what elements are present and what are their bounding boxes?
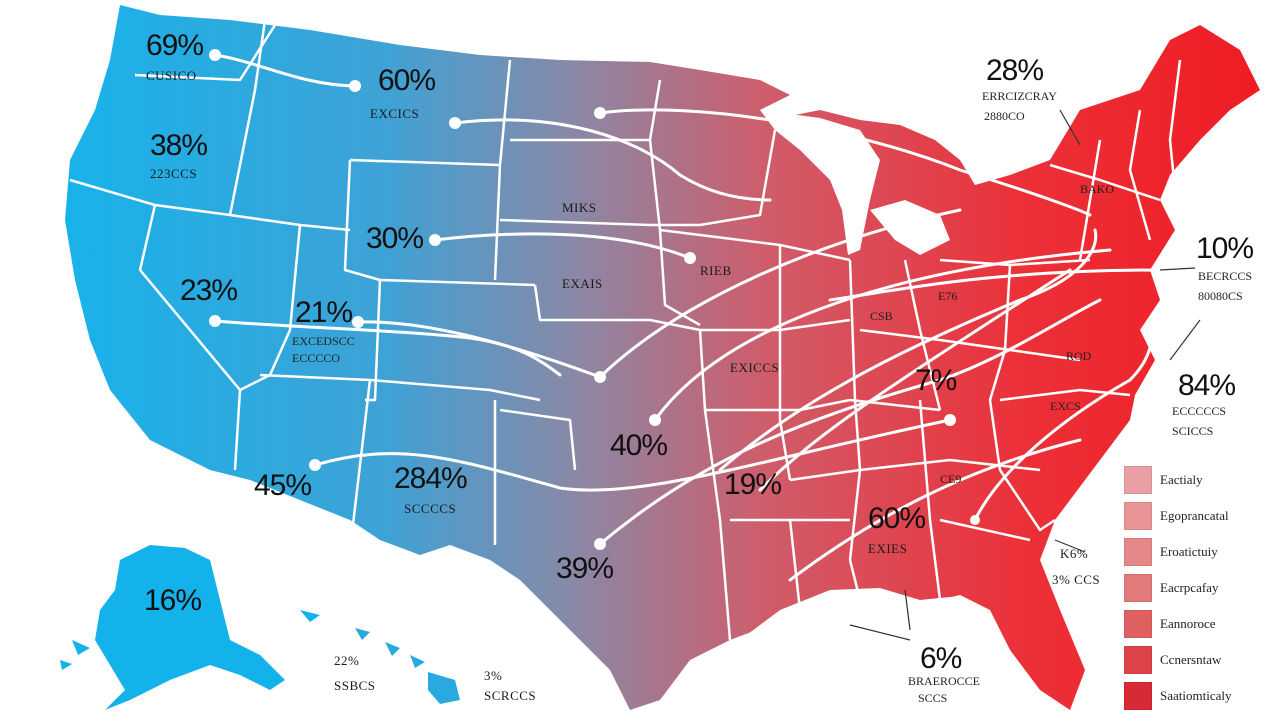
label-hawaii-sub: SSBCS	[334, 678, 376, 693]
legend-label: Eacrpcafay	[1160, 580, 1219, 595]
label-kentucky-pct: 7%	[915, 364, 957, 397]
label-iowa: RIEB	[700, 263, 732, 278]
legend-swatch	[1124, 646, 1152, 674]
label-texas-pct: 39%	[556, 552, 613, 585]
label-alabama-sub: EXIES	[868, 541, 907, 556]
state-borders	[69, 19, 1182, 641]
label-ohio: E76	[938, 289, 957, 303]
label-maryland: ROD	[1066, 349, 1092, 363]
alaska-shape	[95, 545, 285, 710]
legend-item: Saatiomticaly	[1124, 678, 1274, 714]
label-maine-sub: ERRCIZCRAY	[982, 89, 1057, 103]
legend-label: Saatiomticaly	[1160, 688, 1232, 703]
label-missouri: EXICCS	[730, 360, 779, 375]
great-lakes	[760, 110, 950, 255]
legend-label: Eactialy	[1160, 472, 1203, 487]
pointer-lines	[213, 53, 1162, 582]
leader-lines	[849, 109, 1201, 641]
label-new-york-sub: BECRCCS	[1198, 269, 1252, 283]
label-washington-sub: CUSICO	[146, 68, 197, 83]
legend-swatch	[1124, 574, 1152, 602]
label-utah-pct: 21%	[295, 296, 352, 329]
label-vermont: BAKO	[1080, 182, 1114, 196]
legend-swatch	[1124, 682, 1152, 710]
legend-label: Ccnersntaw	[1160, 652, 1222, 667]
legend-label: Eroatictuiy	[1160, 544, 1218, 559]
label-wyoming-pct: 30%	[366, 222, 423, 255]
label-tennessee: CE9	[940, 472, 961, 486]
label-new-york-pct: 10%	[1196, 232, 1253, 265]
label-alabama-pct: 60%	[868, 502, 925, 535]
label-alaska-pct: 16%	[144, 584, 201, 617]
label-arizona-pct: 45%	[254, 469, 311, 502]
label-georgia-sub: 3% CCS	[1052, 572, 1100, 587]
label-arkansas-pct: 19%	[724, 468, 781, 501]
label-north-dakota: MIKS	[562, 200, 597, 215]
legend-swatch	[1124, 502, 1152, 530]
legend-label: Egoprancatal	[1160, 508, 1229, 523]
label-montana-pct: 60%	[378, 64, 435, 97]
label-louisiana-pct: 6%	[920, 642, 962, 675]
label-louisiana-sub: BRAEROCCE	[908, 674, 980, 688]
label-gulf-sub: SCRCCS	[484, 688, 536, 703]
map-labels: 69% CUSICO 60% EXCICS 28% ERRCIZCRAY 288…	[144, 29, 1254, 705]
label-north-carolina: EXCS	[1050, 399, 1081, 413]
legend-item: Egoprancatal	[1124, 498, 1274, 534]
legend-label: Eannoroce	[1160, 616, 1216, 631]
legend-swatch	[1124, 610, 1152, 638]
pointer-dots	[209, 49, 980, 550]
label-virginia-sub: ECCCCCS	[1172, 404, 1226, 418]
label-maine-pct: 28%	[986, 54, 1043, 87]
legend-item: Eacrpcafay	[1124, 570, 1274, 606]
gulf-water	[640, 588, 1060, 720]
legend-swatch	[1124, 538, 1152, 566]
contiguous-us-shape	[65, 5, 1260, 710]
legend: Eactialy Egoprancatal Eroatictuiy Eacrpcafa…	[1124, 462, 1274, 714]
label-utah-sub2: ECCCCO	[292, 351, 340, 365]
label-oregon-sub: 223CCS	[150, 166, 197, 181]
legend-item: Eroatictuiy	[1124, 534, 1274, 570]
legend-item: Eannoroce	[1124, 606, 1274, 642]
label-nevada-pct: 23%	[180, 274, 237, 307]
label-new-mexico-sub: SCCCCS	[404, 501, 456, 516]
label-new-york-sub2: 80080CS	[1198, 289, 1243, 303]
legend-item: Eactialy	[1124, 462, 1274, 498]
legend-item: Ccnersntaw	[1124, 642, 1274, 678]
label-oklahoma-pct: 40%	[610, 429, 667, 462]
label-georgia-pct: K6%	[1060, 546, 1088, 561]
label-virginia-pct: 84%	[1178, 369, 1235, 402]
label-maine-sub2: 2880CO	[984, 109, 1025, 123]
label-gulf-pct: 3%	[484, 668, 502, 683]
label-utah-sub: EXCEDSCC	[292, 334, 355, 348]
label-louisiana-sub2: SCCS	[918, 691, 947, 705]
label-new-mexico-pct: 284%	[394, 462, 467, 495]
label-hawaii-pct: 22%	[334, 653, 359, 668]
label-virginia-sub2: SCICCS	[1172, 424, 1213, 438]
label-nebraska: EXAIS	[562, 276, 603, 291]
legend-swatch	[1124, 466, 1152, 494]
label-indiana: CSB	[870, 309, 893, 323]
label-oregon-pct: 38%	[150, 129, 207, 162]
label-washington-pct: 69%	[146, 29, 203, 62]
label-montana-sub: EXCICS	[370, 106, 419, 121]
hawaii-islands	[355, 628, 460, 704]
